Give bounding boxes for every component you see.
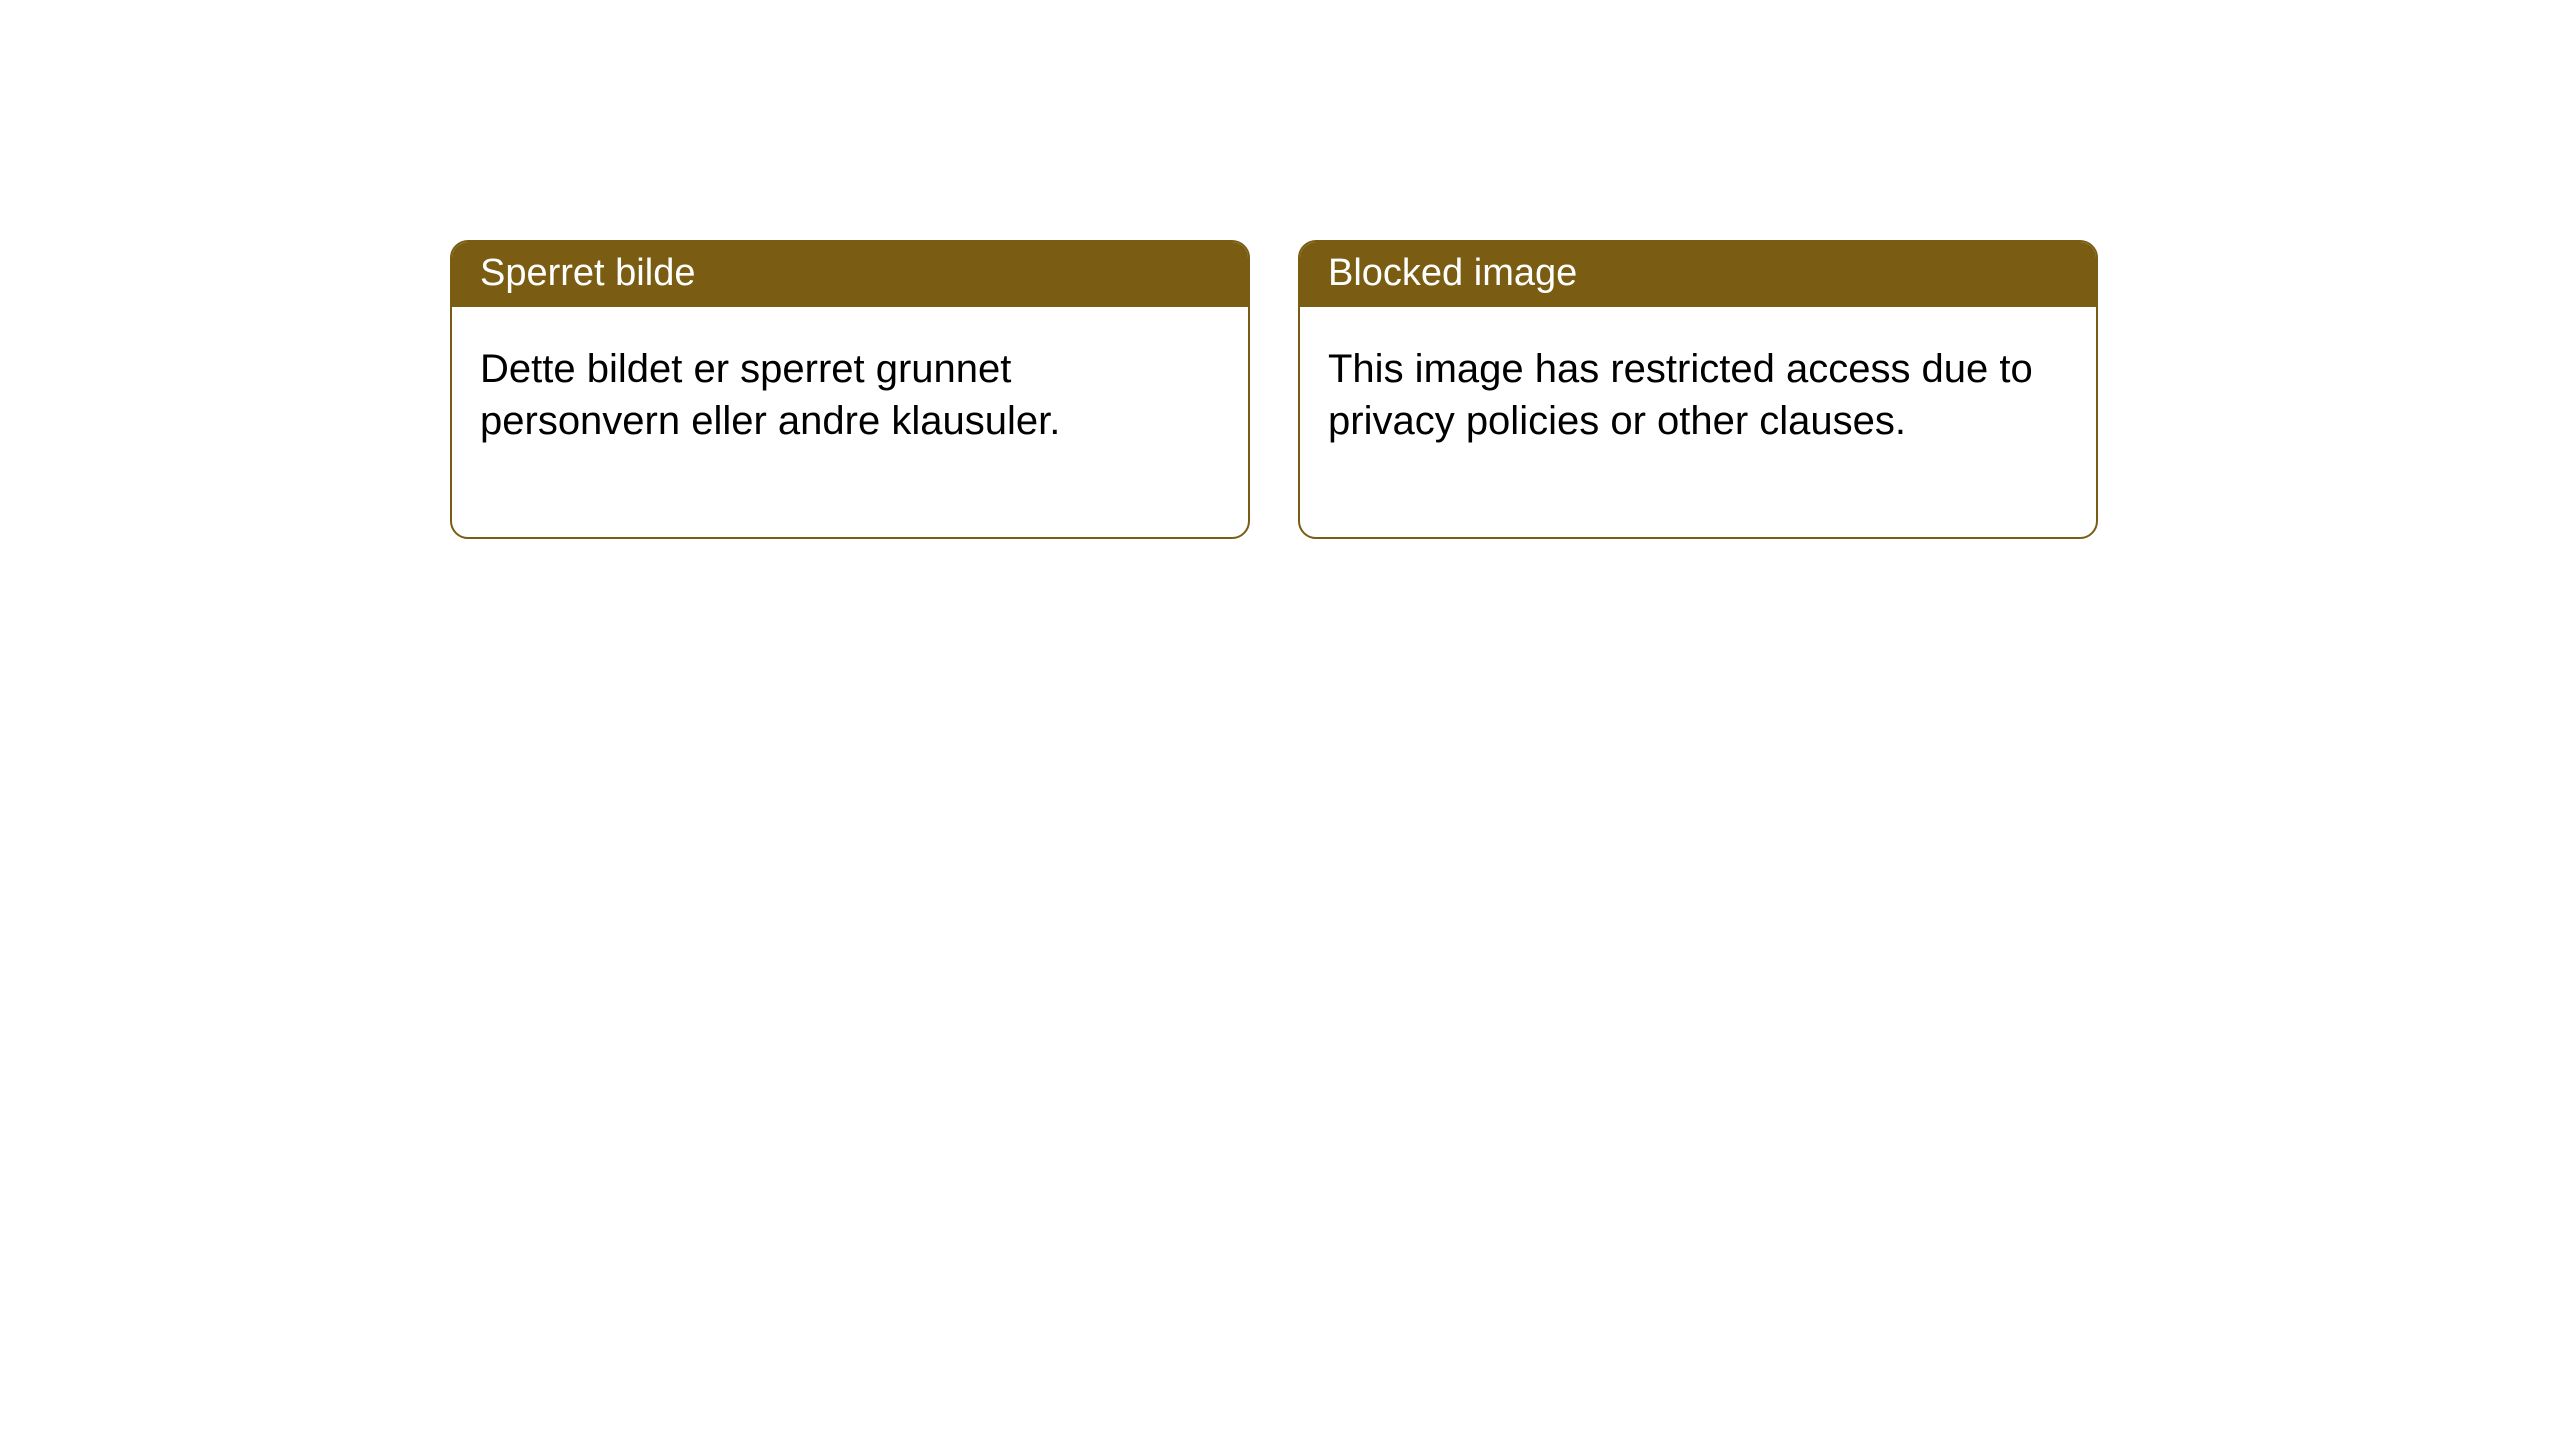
notice-card-english: Blocked image This image has restricted … [1298,240,2098,539]
notice-cards-container: Sperret bilde Dette bildet er sperret gr… [450,240,2560,539]
notice-header: Blocked image [1300,242,2096,307]
notice-body: Dette bildet er sperret grunnet personve… [452,307,1248,537]
notice-body: This image has restricted access due to … [1300,307,2096,537]
notice-header: Sperret bilde [452,242,1248,307]
notice-card-norwegian: Sperret bilde Dette bildet er sperret gr… [450,240,1250,539]
